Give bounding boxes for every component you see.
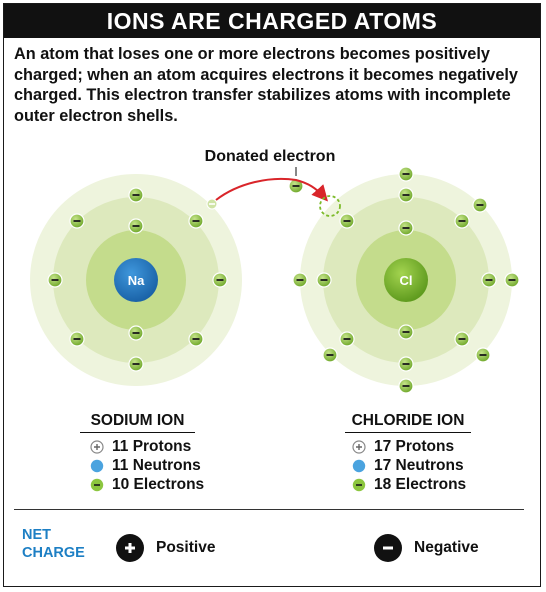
sodium-neutrons: 11 Neutrons (112, 457, 201, 474)
minus-sign (296, 279, 304, 281)
proton-icon (90, 440, 104, 454)
sodium-ion-title: SODIUM ION (80, 412, 195, 433)
net-charge-label: NET CHARGE (22, 526, 85, 562)
sodium-protons: 11 Protons (112, 438, 192, 455)
minus-sign (73, 338, 81, 340)
minus-sign (458, 338, 466, 340)
chloride-neutrons: 17 Neutrons (374, 457, 464, 474)
minus-sign (343, 220, 351, 222)
negative-label: Negative (414, 539, 479, 556)
electron-landing-slot (319, 195, 341, 217)
positive-label: Positive (156, 539, 216, 556)
minus-sign (402, 227, 410, 229)
minus-sign (132, 363, 140, 365)
minus-sign (485, 279, 493, 281)
chloride-symbol: Cl (400, 273, 413, 288)
minus-sign (402, 385, 410, 387)
sodium-electrons-row: 10 Electrons (90, 476, 204, 494)
minus-sign (73, 220, 81, 222)
net-charge-label-line1: NET (22, 527, 51, 543)
net-negative: Negative (374, 534, 479, 562)
minus-sign (292, 185, 300, 187)
minus-sign (192, 220, 200, 222)
minus-sign (458, 220, 466, 222)
chloride-electrons: 18 Electrons (374, 476, 467, 493)
intro-text: An atom that loses one or more electrons… (14, 45, 518, 125)
minus-sign (326, 354, 334, 356)
donated-electron-label: Donated electron (205, 148, 336, 165)
chloride-protons: 17 Protons (374, 438, 455, 455)
sodium-atom: Na (30, 174, 242, 386)
chloride-ion-title: CHLORIDE ION (345, 412, 471, 433)
chloride-neutrons-row: 17 Neutrons (352, 457, 464, 475)
plus-icon (116, 534, 144, 562)
net-charge-label-line2: CHARGE (22, 545, 85, 561)
minus-sign (132, 225, 140, 227)
electron-icon (352, 478, 366, 492)
chloride-electrons-row: 18 Electrons (352, 476, 466, 494)
minus-sign (216, 279, 224, 281)
sodium-symbol: Na (128, 273, 145, 288)
minus-sign (402, 194, 410, 196)
neutron-icon (90, 459, 104, 473)
minus-sign (402, 331, 410, 333)
minus-sign (476, 204, 484, 206)
transfer-arrow (215, 177, 328, 202)
chloride-nucleus (384, 258, 428, 302)
electron-icon (90, 478, 104, 492)
minus-sign (508, 279, 516, 281)
minus-sign (402, 173, 410, 175)
minus-sign (132, 332, 140, 334)
chloride-protons-row: 17 Protons (352, 438, 454, 456)
minus-sign (479, 354, 487, 356)
minus-icon (374, 534, 402, 562)
minus-sign (132, 194, 140, 196)
page-title: IONS ARE CHARGED ATOMS (4, 4, 540, 38)
electrons-group (47, 166, 520, 394)
departed-electron-ghost-minus (209, 203, 215, 205)
minus-sign (343, 338, 351, 340)
sodium-nucleus (114, 258, 158, 302)
sodium-neutrons-row: 11 Neutrons (90, 457, 201, 475)
neutron-icon (352, 459, 366, 473)
sodium-electrons: 10 Electrons (112, 476, 205, 493)
minus-sign (192, 338, 200, 340)
minus-sign (402, 363, 410, 365)
minus-sign (51, 279, 59, 281)
sodium-protons-row: 11 Protons (90, 438, 191, 456)
net-positive: Positive (116, 534, 215, 562)
proton-icon (352, 440, 366, 454)
divider (14, 509, 524, 510)
minus-sign (320, 279, 328, 281)
